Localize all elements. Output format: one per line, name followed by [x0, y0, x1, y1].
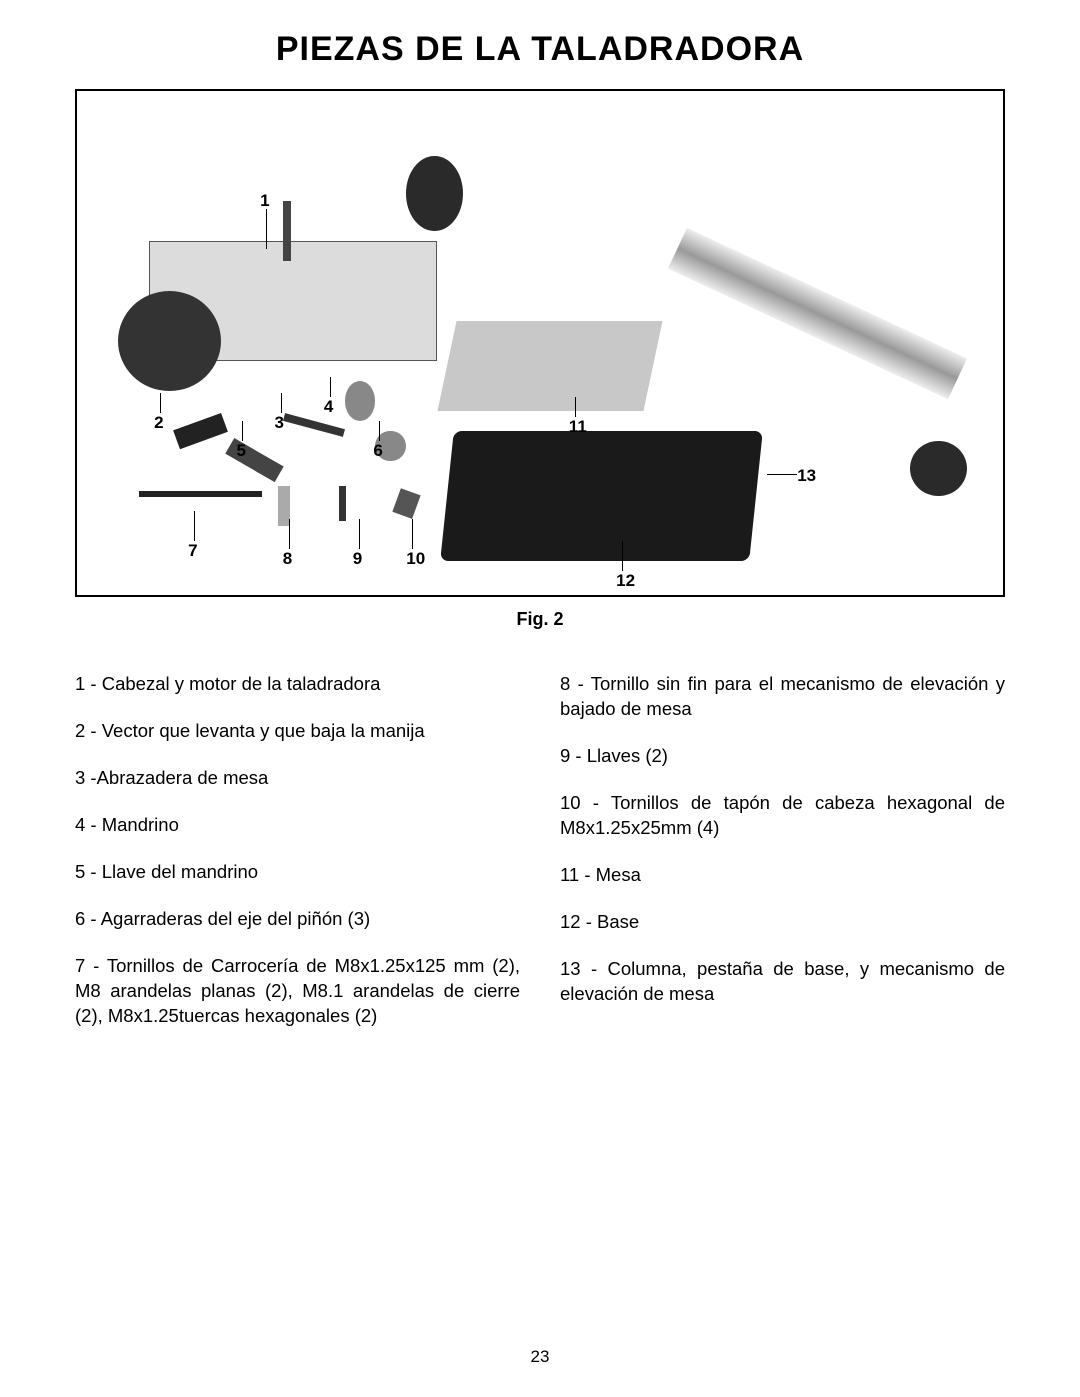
figure-label: 1 — [260, 191, 269, 211]
figure-label: 10 — [406, 549, 425, 569]
parts-list-left-column: 1 - Cabezal y motor de la taladradora 2 -… — [75, 672, 520, 1051]
figure-shape — [392, 488, 420, 519]
figure-label: 8 — [283, 549, 292, 569]
figure-shape — [173, 413, 228, 449]
figure-shape — [406, 156, 463, 231]
parts-list-columns: 1 - Cabezal y motor de la taladradora 2 -… — [75, 672, 1005, 1051]
figure-callout-line — [242, 421, 243, 441]
figure-label: 11 — [569, 417, 587, 437]
figure-label: 5 — [236, 441, 245, 461]
figure-shape — [339, 486, 345, 521]
figure-shape — [438, 321, 663, 411]
figure-shape — [139, 491, 262, 497]
parts-list-item: 2 - Vector que levanta y que baja la man… — [75, 719, 520, 744]
parts-list-item: 3 -Abrazadera de mesa — [75, 766, 520, 791]
figure-label: 7 — [188, 541, 197, 561]
parts-list-item: 1 - Cabezal y motor de la taladradora — [75, 672, 520, 697]
figure-shape — [283, 413, 345, 437]
page-number: 23 — [0, 1347, 1080, 1367]
figure-callout-line — [330, 377, 331, 397]
parts-list-item: 5 - Llave del mandrino — [75, 860, 520, 885]
figure-shape — [283, 201, 291, 261]
parts-list-right-column: 8 - Tornillo sin fin para el mecanismo d… — [560, 672, 1005, 1051]
figure-label: 2 — [154, 413, 163, 433]
figure-label: 6 — [373, 441, 382, 461]
figure-callout-line — [575, 397, 576, 417]
parts-list-item: 8 - Tornillo sin fin para el mecanismo d… — [560, 672, 1005, 722]
figure-callout-line — [281, 393, 282, 413]
figure-shape — [345, 381, 376, 421]
parts-list-item: 11 - Mesa — [560, 863, 1005, 888]
figure-label: 3 — [275, 413, 284, 433]
parts-list-item: 10 - Tornillos de tapón de cabeza hexago… — [560, 791, 1005, 841]
parts-list-item: 12 - Base — [560, 910, 1005, 935]
figure-caption: Fig. 2 — [75, 609, 1005, 630]
figure-callout-line — [359, 519, 360, 549]
parts-list-item: 4 - Mandrino — [75, 813, 520, 838]
figure-callout-line — [289, 519, 290, 549]
figure-shape — [910, 441, 967, 496]
figure-shape — [441, 431, 763, 561]
page-title: PIEZAS DE LA TALADRADORA — [75, 30, 1005, 69]
figure-callout-line — [767, 474, 797, 475]
figure-label: 9 — [353, 549, 362, 569]
figure-shape — [225, 438, 283, 482]
figure-callout-line — [194, 511, 195, 541]
figure-callout-line — [412, 519, 413, 549]
figure-callout-line — [160, 393, 161, 413]
parts-list-item: 6 - Agarraderas del eje del piñón (3) — [75, 907, 520, 932]
figure-shape — [668, 228, 967, 399]
figure-label: 12 — [616, 571, 635, 591]
figure-label: 4 — [324, 397, 333, 417]
figure-callout-line — [622, 541, 623, 571]
figure-callout-line — [379, 421, 380, 441]
parts-list-item: 7 - Tornillos de Carrocería de M8x1.25x1… — [75, 954, 520, 1029]
parts-list-item: 9 - Llaves (2) — [560, 744, 1005, 769]
figure-label: 13 — [797, 466, 816, 486]
figure-callout-line — [266, 209, 267, 249]
figure-container: 12345678910111213 — [75, 89, 1005, 597]
parts-list-item: 13 - Columna, pestaña de base, y mecanis… — [560, 957, 1005, 1007]
figure-shape — [118, 291, 221, 391]
